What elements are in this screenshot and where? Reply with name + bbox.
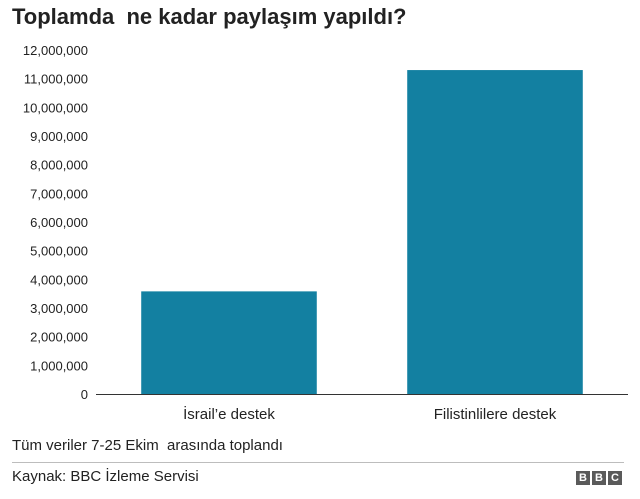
- y-tick-label: 6,000,000: [30, 215, 88, 230]
- bar: [141, 291, 317, 394]
- y-tick-label: 5,000,000: [30, 244, 88, 259]
- y-tick-label: 11,000,000: [24, 72, 88, 87]
- bbc-logo-letter: C: [608, 471, 622, 485]
- y-tick-label: 7,000,000: [30, 186, 88, 201]
- source-text: Kaynak: BBC İzleme Servisi: [12, 468, 199, 485]
- bar: [407, 70, 583, 395]
- bbc-logo-letter: B: [592, 471, 606, 485]
- y-tick-label: 2,000,000: [30, 330, 88, 345]
- bbc-logo: B B C: [576, 471, 622, 485]
- y-tick-label: 10,000,000: [23, 100, 88, 115]
- footer-divider: [12, 462, 624, 463]
- y-tick-label: 0: [81, 387, 88, 402]
- bar-chart: 0 1,000,000 2,000,000 3,000,000 4,000,000 5,0…: [23, 43, 628, 423]
- y-tick-label: 8,000,000: [30, 158, 88, 173]
- y-tick-label: 1,000,000: [30, 358, 88, 373]
- x-category-label: Filistinlilere destek: [434, 406, 557, 423]
- y-tick-label: 9,000,000: [30, 129, 88, 144]
- chart-title: Toplamda ne kadar paylaşım yapıldı?: [12, 4, 407, 29]
- y-tick-label: 4,000,000: [30, 272, 88, 287]
- data-collection-note: Tüm veriler 7-25 Ekim arasında toplandı: [12, 437, 283, 454]
- y-tick-label: 12,000,000: [23, 43, 88, 58]
- y-tick-label: 3,000,000: [30, 301, 88, 316]
- bbc-logo-letter: B: [576, 471, 590, 485]
- x-category-label: İsrail’e destek: [183, 405, 275, 423]
